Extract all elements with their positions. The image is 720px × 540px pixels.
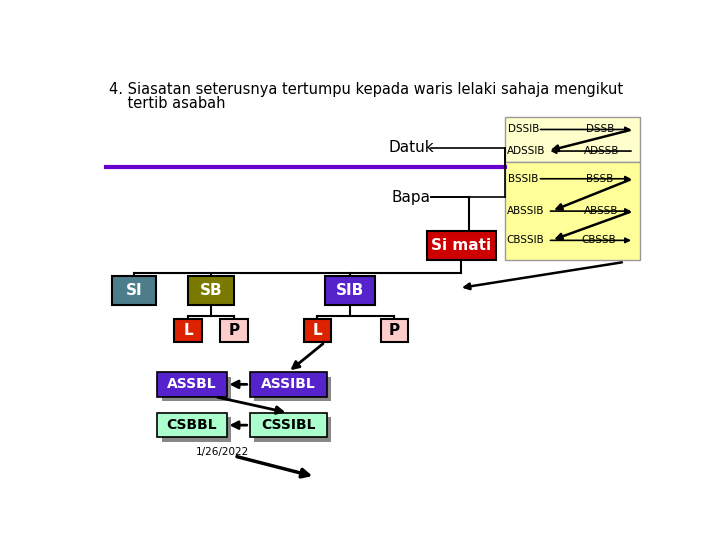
Text: P: P	[389, 323, 400, 338]
Bar	[254, 417, 331, 442]
Bar	[162, 417, 231, 442]
Text: L: L	[183, 323, 193, 338]
Text: CSSIBL: CSSIBL	[261, 418, 315, 432]
Bar	[505, 162, 640, 260]
Text: Datuk: Datuk	[389, 140, 434, 156]
Text: CBSSIB: CBSSIB	[507, 235, 544, 245]
Text: SIB: SIB	[336, 283, 364, 298]
Bar	[157, 372, 227, 397]
Bar	[157, 413, 227, 437]
Text: Si mati: Si mati	[431, 238, 492, 253]
Text: L: L	[312, 323, 323, 338]
Text: P: P	[229, 323, 240, 338]
Bar	[381, 319, 408, 342]
Bar	[505, 117, 640, 162]
Text: SI: SI	[126, 283, 143, 298]
Text: tertib asabah: tertib asabah	[109, 96, 225, 111]
Text: ADSSIB: ADSSIB	[507, 146, 545, 156]
Text: 4. Siasatan seterusnya tertumpu kepada waris lelaki sahaja mengikut: 4. Siasatan seterusnya tertumpu kepada w…	[109, 82, 623, 97]
Bar	[325, 276, 375, 305]
FancyBboxPatch shape	[88, 61, 650, 484]
Text: BSSIB: BSSIB	[508, 174, 539, 184]
Bar	[254, 377, 331, 401]
Text: Bapa: Bapa	[392, 190, 431, 205]
Text: ASSBL: ASSBL	[167, 377, 217, 392]
Text: DSSB: DSSB	[586, 125, 614, 134]
Text: SB: SB	[200, 283, 222, 298]
Bar	[174, 319, 202, 342]
Text: ABSSIB: ABSSIB	[507, 206, 544, 216]
Bar	[112, 276, 156, 305]
Text: BSSB: BSSB	[586, 174, 613, 184]
Text: DSSIB: DSSIB	[508, 125, 540, 134]
Text: ABSSB: ABSSB	[584, 206, 618, 216]
Text: ADSSB: ADSSB	[584, 146, 619, 156]
Text: CSBBL: CSBBL	[166, 418, 217, 432]
Bar	[188, 276, 234, 305]
Bar	[304, 319, 331, 342]
Bar	[162, 377, 231, 401]
Text: ASSIBL: ASSIBL	[261, 377, 315, 392]
Bar	[250, 372, 327, 397]
Text: 1/26/2022: 1/26/2022	[196, 447, 249, 457]
Text: CBSSB: CBSSB	[582, 235, 616, 245]
Bar	[427, 231, 496, 260]
Bar	[250, 413, 327, 437]
Bar	[220, 319, 248, 342]
